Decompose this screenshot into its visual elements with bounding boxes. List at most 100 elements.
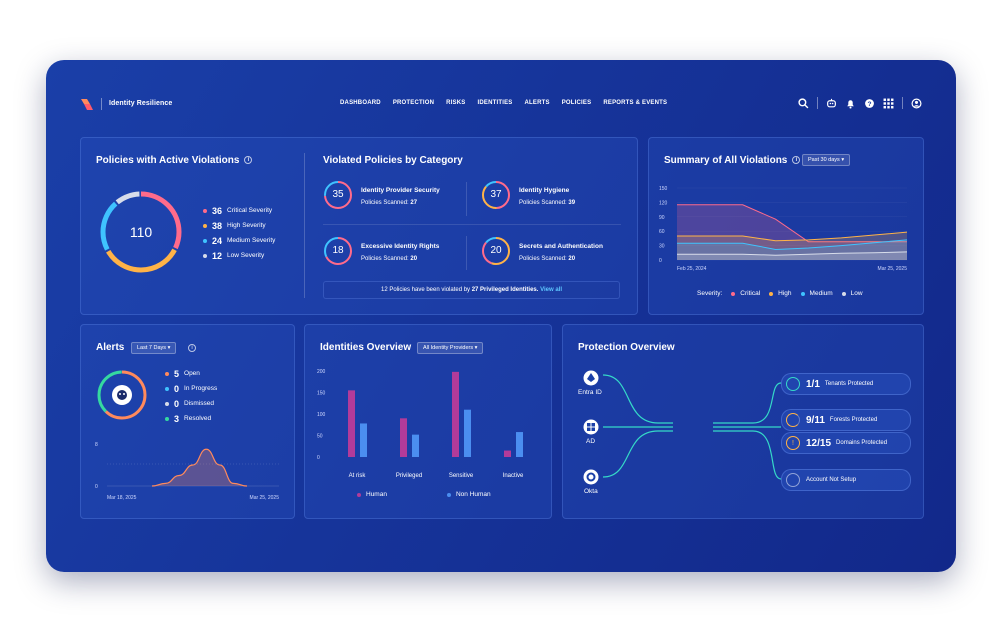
nav-risks[interactable]: RISKS [446,100,466,106]
summary-y-tick: 60 [659,229,665,235]
legend-in-progress: 0 In Progress [165,381,217,396]
alerts-x-end: Mar 25, 2025 [250,495,280,501]
nav-dashboard[interactable]: DASHBOARD [340,100,381,106]
alerts-legend: 5 Open 0 In Progress 0 Dismissed 3 Resolved [165,366,217,426]
identities-y-tick: 50 [317,434,323,440]
account-not-setup-tag[interactable]: Account Not Setup [781,469,911,491]
policy-scanned: Policies Scanned: 39 [519,200,576,206]
protection-title: Protection Overview [578,342,675,353]
policy-identity-hygiene[interactable]: 37 Identity Hygiene Policies Scanned: 39 [481,180,626,220]
bar-at-risk-non-human[interactable] [360,423,367,457]
summary-card: Summary of All Violations i Past 30 days … [648,137,924,315]
medium-dot [800,291,805,296]
svg-text:?: ? [867,100,871,107]
nav-policies[interactable]: POLICIES [561,100,592,106]
assistant-icon[interactable] [826,98,837,109]
category-label-at-risk: At risk [349,473,367,479]
protection-card: Protection Overview Entra ID AD Okta 1/1… [562,324,924,519]
summary-y-tick: 120 [659,200,668,206]
policy-name: Identity Provider Security [361,187,440,194]
identities-y-tick: 150 [317,391,326,397]
source-entra-id: Entra ID [578,389,602,396]
policy-count: 35 [332,189,344,200]
view-all-link[interactable]: View all [540,287,562,293]
summary-line-critical [677,204,907,243]
status-ring-icon [786,413,800,427]
policy-identity-provider[interactable]: 35 Identity Provider Security Policies S… [323,180,468,220]
identity-provider-dropdown[interactable]: All Identity Providers ▾ [417,342,484,354]
brand-logo[interactable] [81,97,95,111]
legend-non-human: Non Human [446,491,491,498]
alerts-donut [97,370,147,420]
policy-scanned: Policies Scanned: 20 [361,256,418,262]
search-icon[interactable] [798,97,809,109]
bar-privileged-non-human[interactable] [412,434,419,457]
violations-total: 110 [130,224,153,240]
policy-divider [466,236,467,270]
policy-ring [324,181,352,209]
alerts-area [152,449,247,486]
bar-at-risk-human[interactable] [348,390,355,457]
bar-inactive-non-human[interactable] [516,432,523,457]
domains-protected-tag[interactable]: ! 12/15 Domains Protected [781,432,911,454]
forests-protected-tag[interactable]: 9/11 Forests Protected [781,409,911,431]
summary-area-low [677,251,907,260]
okta-icon [583,469,599,485]
summary-y-tick: 150 [659,186,668,192]
in-progress-dot [165,386,169,391]
summary-range-dropdown[interactable]: Past 30 days ▾ [802,154,851,166]
policy-excessive-rights[interactable]: 18 Excessive Identity Rights Policies Sc… [323,236,468,276]
top-bar: Identity Resilience DASHBOARD PROTECTION… [46,60,956,150]
user-avatar-icon[interactable] [911,97,922,109]
alerts-y-bottom: 0 [95,484,98,490]
tenants-protected-tag[interactable]: 1/1 Tenants Protected [781,373,911,395]
alerts-x-start: Mar 18, 2025 [107,495,137,501]
donut-slice-2 [100,191,182,273]
violations-legend: 36 Critical Severity 38 High Severity 24 Me… [203,203,275,263]
alerts-range-dropdown[interactable]: Last 7 Days ▾ [131,342,177,354]
policy-ring [482,237,510,265]
legend-low: 12 Low Severity [203,248,275,263]
bar-sensitive-human[interactable] [452,371,459,457]
apps-grid-icon[interactable] [883,98,894,109]
bar-sensitive-non-human[interactable] [464,409,471,457]
status-ring-icon [786,377,800,391]
help-icon[interactable]: ? [864,98,875,109]
bar-privileged-human[interactable] [400,418,407,457]
privileged-banner: 12 Policies have been violated by 27 Pri… [323,281,620,299]
legend-low: Low [841,290,863,297]
info-icon[interactable]: i [244,156,253,165]
summary-chart: 150 120 90 60 30 0 Feb 25, 2024 Mar 25, 2025 [659,186,908,272]
alerts-title: Alerts [96,342,125,353]
info-icon[interactable]: i [792,156,801,165]
legend-critical: 36 Critical Severity [203,203,275,218]
nav-reports-events[interactable]: REPORTS & EVENTS [603,100,668,106]
alerts-y-top: 8 [95,442,98,448]
nav-protection[interactable]: PROTECTION [392,100,435,106]
summary-y-tick: 90 [659,215,665,221]
summary-line-high [677,231,908,242]
legend-critical: Critical [731,290,760,297]
entra-id-icon [583,370,599,386]
summary-x-end: Mar 25, 2025 [878,266,908,272]
policy-divider [323,224,621,225]
policies-card: Policies with Active Violations i 110 36 C… [80,137,638,315]
policy-ring [324,237,352,265]
nav-identities[interactable]: IDENTITIES [477,100,513,106]
header-separator [902,97,903,109]
human-dot [357,492,361,497]
legend-resolved: 3 Resolved [165,411,217,426]
main-nav: DASHBOARD PROTECTION RISKS IDENTITIES AL… [340,100,667,106]
legend-high: High [769,290,792,297]
bell-icon[interactable] [845,98,856,109]
nav-alerts[interactable]: ALERTS [524,100,550,106]
policy-count: 20 [490,245,502,256]
policy-scanned: Policies Scanned: 27 [361,200,418,206]
policy-divider [466,182,467,216]
bar-inactive-human[interactable] [504,450,511,457]
identities-title: Identities Overview [320,342,412,353]
summary-area-critical [677,204,907,260]
policy-secrets-auth[interactable]: 20 Secrets and Authentication Policies S… [481,236,626,276]
info-icon[interactable]: i [188,344,196,352]
high-dot [203,223,207,228]
